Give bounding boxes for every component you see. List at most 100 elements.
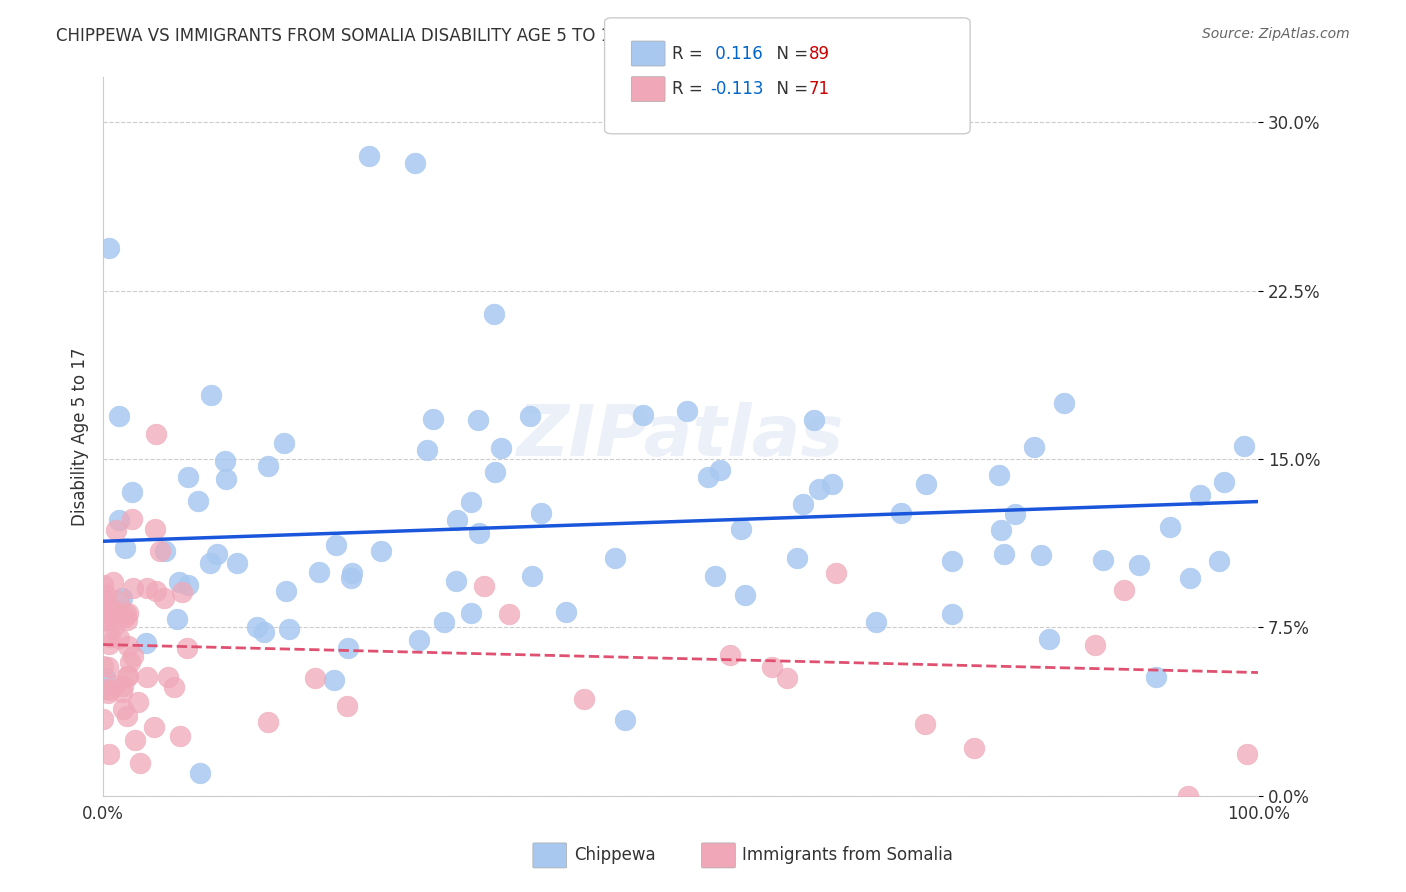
Point [1208, 554, 1230, 568]
Point [253, 624, 276, 639]
Point [718, 648, 741, 662]
Point [94, 613, 117, 627]
Point [1004, 508, 1026, 522]
Point [460, 494, 482, 508]
Point [890, 507, 912, 521]
Point [153, 591, 176, 606]
Point [127, 695, 149, 709]
Point [422, 412, 444, 426]
Text: ZIPatlas: ZIPatlas [517, 402, 845, 471]
Point [709, 463, 731, 477]
Point [176, 470, 198, 484]
Point [821, 477, 844, 491]
Point [97, 660, 120, 674]
Text: N =: N = [766, 45, 814, 62]
Point [100, 614, 122, 628]
Point [803, 413, 825, 427]
Point [460, 606, 482, 620]
Point [117, 606, 139, 620]
Point [145, 426, 167, 441]
Point [308, 565, 330, 579]
Point [273, 435, 295, 450]
Point [304, 671, 326, 685]
Point [98, 630, 121, 644]
Point [1084, 639, 1107, 653]
Point [1024, 440, 1046, 454]
Point [143, 522, 166, 536]
Point [519, 409, 541, 423]
Point [467, 413, 489, 427]
Text: N =: N = [766, 80, 814, 98]
Point [205, 547, 228, 561]
Point [1212, 475, 1234, 490]
Point [93, 593, 115, 607]
Point [613, 714, 636, 728]
Point [101, 603, 124, 617]
Point [246, 620, 269, 634]
Point [257, 458, 280, 473]
Point [941, 554, 963, 568]
Point [115, 607, 138, 621]
Point [342, 566, 364, 580]
Point [107, 594, 129, 608]
Point [117, 669, 139, 683]
Point [97, 241, 120, 255]
Point [128, 756, 150, 770]
Text: -0.113: -0.113 [710, 80, 763, 98]
Text: Immigrants from Somalia: Immigrants from Somalia [742, 846, 953, 863]
Point [1232, 440, 1254, 454]
Point [472, 579, 495, 593]
Text: R =: R = [672, 45, 709, 62]
Point [188, 766, 211, 780]
Text: CHIPPEWA VS IMMIGRANTS FROM SOMALIA DISABILITY AGE 5 TO 17 CORRELATION CHART: CHIPPEWA VS IMMIGRANTS FROM SOMALIA DISA… [56, 27, 807, 45]
Point [103, 604, 125, 618]
Point [166, 611, 188, 625]
Point [631, 409, 654, 423]
Point [963, 741, 986, 756]
Point [761, 659, 783, 673]
Point [110, 685, 132, 699]
Point [337, 641, 360, 656]
Point [775, 671, 797, 685]
Point [149, 543, 172, 558]
Point [325, 538, 347, 552]
Point [322, 673, 344, 687]
Point [121, 648, 143, 663]
Point [105, 523, 128, 537]
Point [117, 668, 139, 682]
Point [94, 588, 117, 602]
Point [120, 656, 142, 670]
Point [111, 702, 134, 716]
Text: Source: ZipAtlas.com: Source: ZipAtlas.com [1202, 27, 1350, 41]
Point [107, 409, 129, 423]
Point [605, 551, 627, 566]
Point [98, 637, 121, 651]
Point [489, 441, 512, 455]
Point [444, 574, 467, 588]
Point [484, 466, 506, 480]
Point [136, 670, 159, 684]
Point [408, 632, 430, 647]
Point [98, 682, 121, 697]
Point [520, 569, 543, 583]
Point [1112, 583, 1135, 598]
Point [484, 307, 506, 321]
Point [101, 574, 124, 589]
Point [468, 525, 491, 540]
Point [124, 732, 146, 747]
Point [153, 544, 176, 558]
Point [96, 613, 118, 627]
Point [198, 556, 221, 570]
Point [498, 607, 520, 621]
Point [115, 709, 138, 723]
Point [215, 472, 238, 486]
Point [555, 605, 578, 619]
Point [941, 607, 963, 621]
Y-axis label: Disability Age 5 to 17: Disability Age 5 to 17 [72, 347, 89, 526]
Point [200, 388, 222, 402]
Point [121, 512, 143, 526]
Point [734, 588, 756, 602]
Point [1038, 632, 1060, 646]
Point [278, 622, 301, 636]
Point [1159, 520, 1181, 534]
